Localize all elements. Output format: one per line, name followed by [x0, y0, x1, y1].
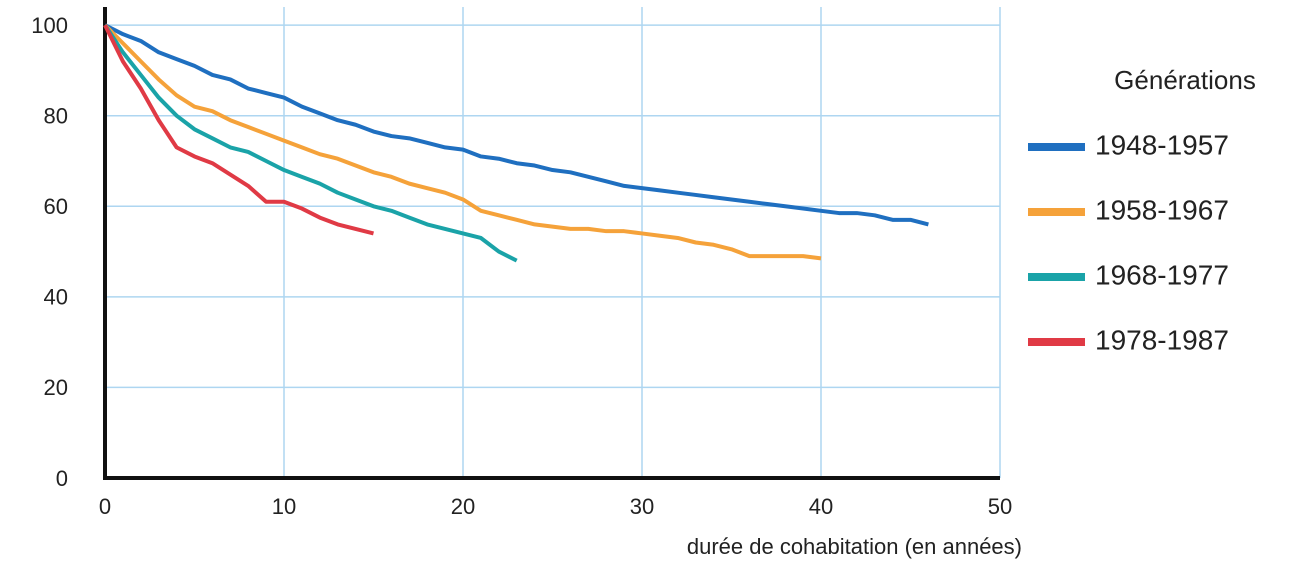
legend-label: 1958-1967	[1095, 194, 1229, 225]
legend-title: Générations	[1114, 65, 1256, 95]
y-tick-label: 0	[56, 466, 68, 491]
legend-label: 1978-1987	[1095, 324, 1229, 355]
y-tick-label: 40	[44, 285, 68, 310]
line-series	[103, 24, 374, 236]
y-tick-label: 60	[44, 194, 68, 219]
x-tick-label: 0	[99, 494, 111, 519]
y-tick-label: 20	[44, 375, 68, 400]
legend-label: 1948-1957	[1095, 129, 1229, 160]
line-series	[103, 24, 518, 263]
y-tick-label: 100	[31, 13, 68, 38]
x-tick-label: 30	[630, 494, 654, 519]
line-series	[103, 23, 822, 261]
y-tick-label: 80	[44, 104, 68, 129]
x-tick-label: 10	[272, 494, 296, 519]
x-tick-label: 20	[451, 494, 475, 519]
x-axis-label: durée de cohabitation (en années)	[687, 534, 1022, 559]
legend-label: 1968-1977	[1095, 259, 1229, 290]
x-tick-label: 40	[809, 494, 833, 519]
x-tick-label: 50	[988, 494, 1012, 519]
line-series	[104, 23, 929, 227]
